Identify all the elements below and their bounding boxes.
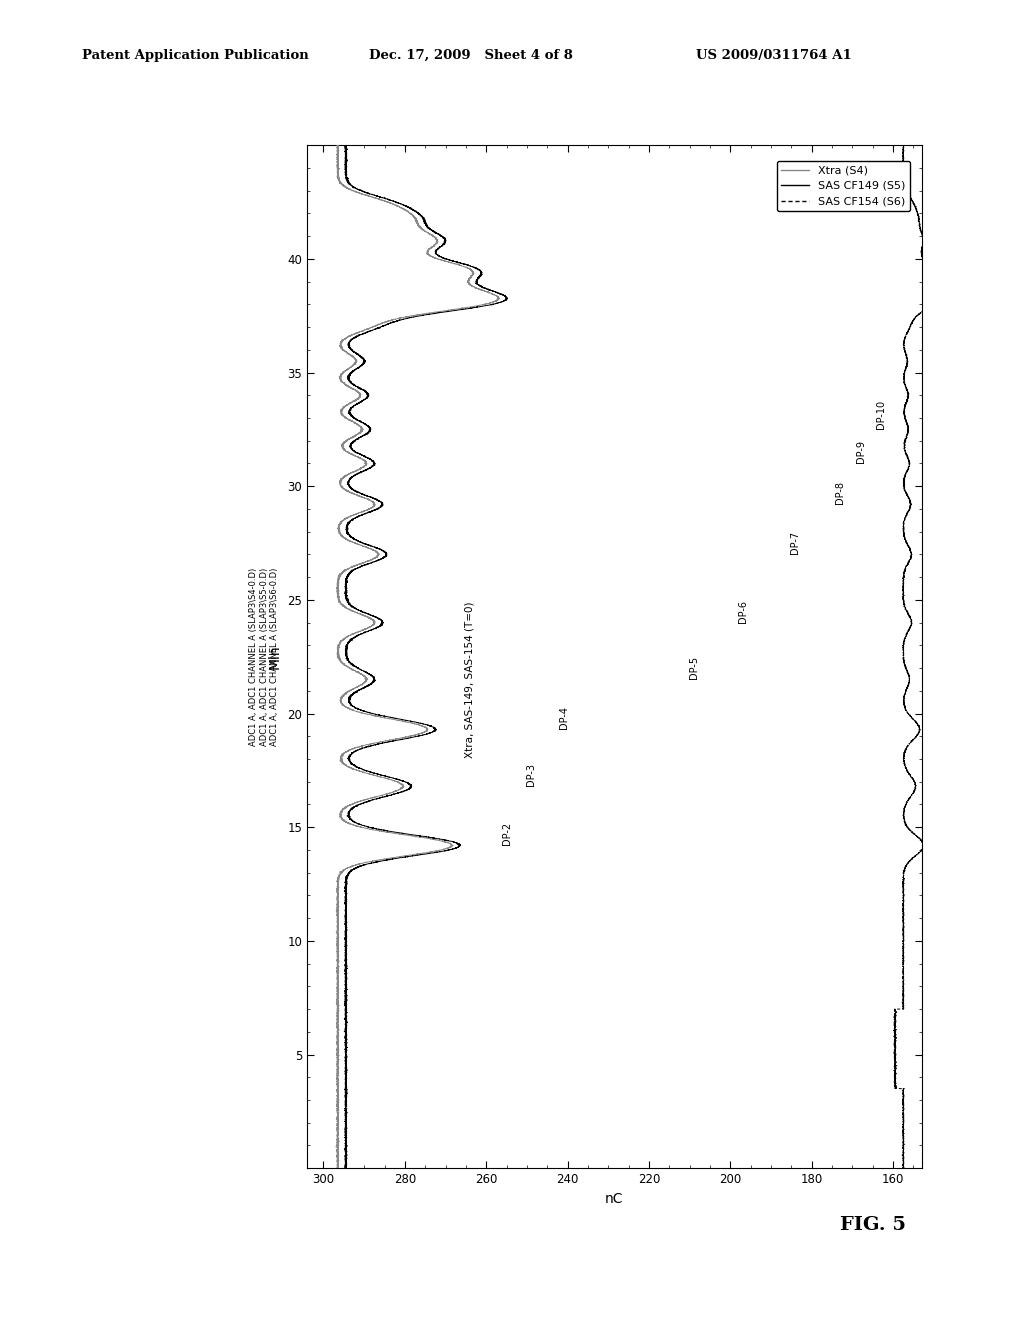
Text: DP-7: DP-7	[791, 531, 801, 554]
Text: ADC1 A, ADC1 CHANNEL A (SLAP3\S6-0.D): ADC1 A, ADC1 CHANNEL A (SLAP3\S6-0.D)	[270, 568, 279, 746]
Text: DP-9: DP-9	[856, 441, 865, 463]
Text: DP-6: DP-6	[737, 599, 748, 623]
X-axis label: nC: nC	[605, 1192, 624, 1205]
Text: DP-10: DP-10	[876, 400, 886, 429]
Text: Dec. 17, 2009   Sheet 4 of 8: Dec. 17, 2009 Sheet 4 of 8	[369, 49, 572, 62]
Text: DP-8: DP-8	[836, 482, 845, 504]
Y-axis label: Min: Min	[268, 644, 282, 669]
Text: DP-3: DP-3	[526, 763, 536, 787]
Text: FIG. 5: FIG. 5	[840, 1216, 905, 1234]
Text: ADC1 A, ADC1 CHANNEL A (SLAP3\S5-0.D): ADC1 A, ADC1 CHANNEL A (SLAP3\S5-0.D)	[260, 568, 268, 746]
Text: DP-4: DP-4	[558, 706, 568, 730]
Legend: Xtra (S4), SAS CF149 (S5), SAS CF154 (S6): Xtra (S4), SAS CF149 (S5), SAS CF154 (S6…	[777, 161, 910, 211]
Text: DP-5: DP-5	[689, 656, 698, 680]
Text: Xtra, SAS-149, SAS-154 (T=0): Xtra, SAS-149, SAS-154 (T=0)	[464, 601, 474, 758]
Text: Patent Application Publication: Patent Application Publication	[82, 49, 308, 62]
Text: ADC1 A, ADC1 CHANNEL A (SLAP3\S4-0.D): ADC1 A, ADC1 CHANNEL A (SLAP3\S4-0.D)	[250, 568, 258, 746]
Text: US 2009/0311764 A1: US 2009/0311764 A1	[696, 49, 852, 62]
Text: DP-2: DP-2	[502, 822, 512, 845]
